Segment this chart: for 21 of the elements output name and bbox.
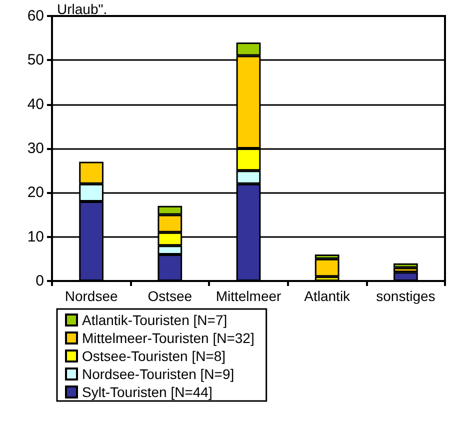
y-tick-label: 20 <box>27 184 44 202</box>
legend-label: Mittelmeer-Touristen [N=32] <box>82 330 254 346</box>
x-tick-label: Atlantik <box>304 288 352 304</box>
bar <box>394 272 418 281</box>
bar <box>394 263 418 268</box>
y-tick-label: 10 <box>27 228 44 246</box>
legend-label: Nordsee-Touristen [N=9] <box>82 366 234 382</box>
legend-label: Atlantik-Touristen [N=7] <box>82 312 228 328</box>
bar <box>314 258 340 277</box>
legend-label: Sylt-Touristen [N=44] <box>82 384 212 400</box>
y-tick-label: 40 <box>27 96 44 113</box>
legend-label: Ostsee-Touristen [N=8] <box>82 348 226 364</box>
x-tick-label: Mittelmeer <box>216 288 282 304</box>
x-tick-label: sonstiges <box>376 288 436 304</box>
chart-title: Urlaub". <box>57 1 108 17</box>
y-tick-label: 50 <box>27 52 44 69</box>
y-tick-label: 30 <box>27 140 44 157</box>
x-tick-label: Nordsee <box>64 288 118 304</box>
x-tick-label: Ostsee <box>148 288 192 304</box>
y-tick-label: 60 <box>27 8 44 24</box>
y-tick-label: 0 <box>36 272 44 290</box>
